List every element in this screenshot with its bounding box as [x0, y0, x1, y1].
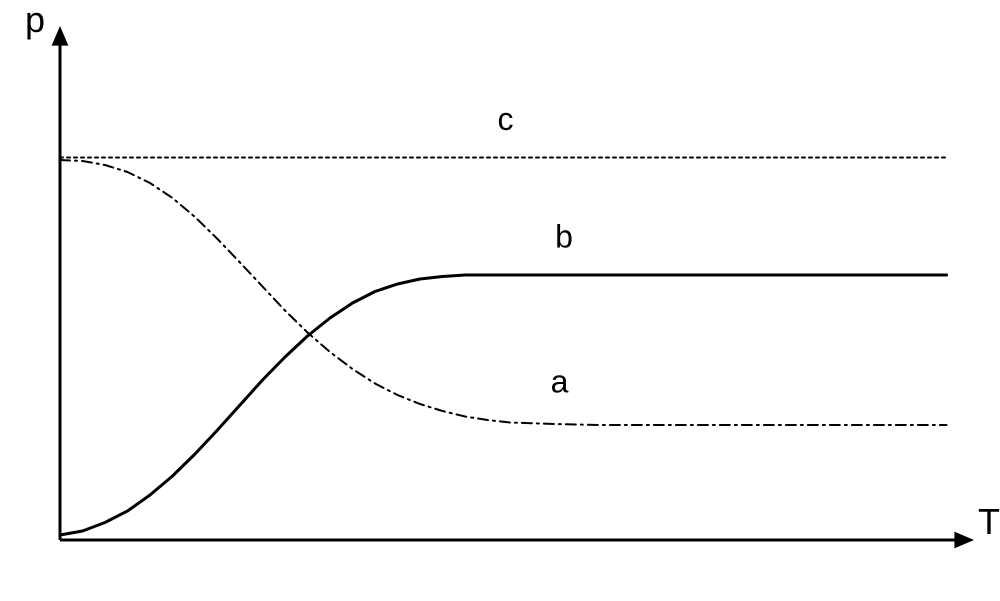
curve-a: [60, 160, 947, 425]
curve-label-a: a: [551, 364, 569, 400]
pt-chart: p Ta b c: [0, 0, 1000, 601]
curve-label-c: c: [498, 101, 514, 137]
y-axis-arrow: [52, 26, 69, 46]
x-axis-label: T: [978, 501, 1000, 542]
curve-label-b: b: [555, 219, 573, 255]
y-axis-label: p: [25, 0, 45, 40]
x-axis-arrow: [954, 532, 974, 549]
curve-b: [60, 275, 947, 535]
